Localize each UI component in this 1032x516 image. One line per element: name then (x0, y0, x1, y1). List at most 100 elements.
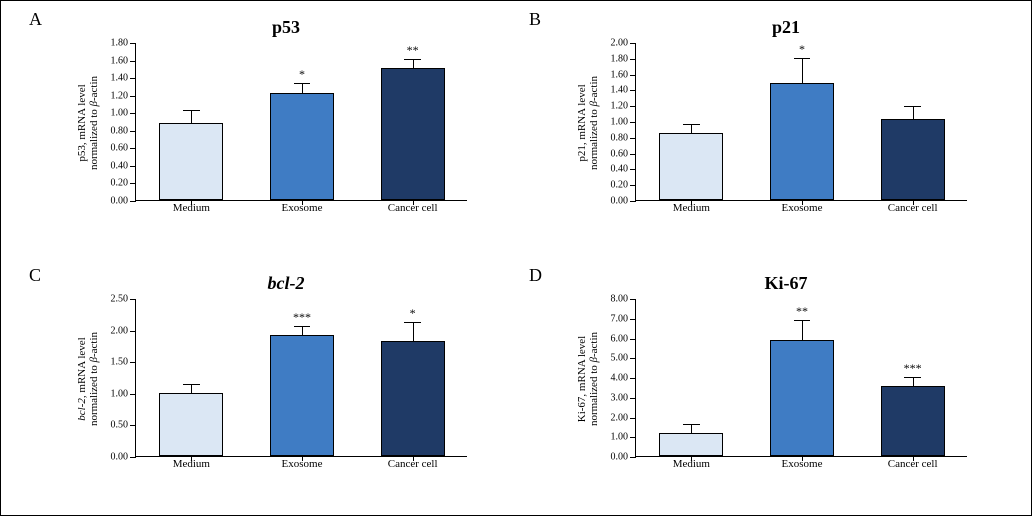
y-tick-label: 6.00 (611, 333, 629, 344)
error-cap (904, 106, 921, 107)
y-tick-label: 1.60 (611, 69, 629, 80)
error-bar (413, 323, 414, 341)
plot-area: 0.001.002.003.004.005.006.007.008.00Medi… (635, 299, 967, 457)
y-tick (630, 75, 636, 76)
y-tick (630, 398, 636, 399)
y-tick (130, 96, 136, 97)
panel-label: B (529, 9, 541, 30)
error-bar (413, 60, 414, 69)
bar (159, 393, 223, 456)
bar (270, 93, 334, 200)
y-tick-label: 0.00 (611, 196, 629, 207)
y-tick (130, 166, 136, 167)
significance-mark: * (799, 42, 805, 57)
y-tick (130, 362, 136, 363)
error-bar (913, 378, 914, 386)
y-tick (130, 183, 136, 184)
plot-area: 0.000.501.001.502.002.50Medium***Exosome… (135, 299, 467, 457)
x-tick-label: Cancer cell (888, 458, 938, 470)
y-tick-label: 1.60 (111, 55, 129, 66)
y-tick (130, 394, 136, 395)
y-tick-label: 1.20 (111, 90, 129, 101)
bar (381, 68, 445, 200)
y-tick (630, 138, 636, 139)
significance-mark: * (299, 67, 305, 82)
chart: p21p21, mRNA levelnormalized to β-actin0… (601, 23, 971, 223)
y-tick (630, 90, 636, 91)
error-cap (294, 83, 311, 84)
y-tick-label: 1.20 (611, 101, 629, 112)
bar (159, 123, 223, 200)
plot-area: 0.000.200.400.600.801.001.201.401.601.80… (135, 43, 467, 201)
y-tick (130, 43, 136, 44)
y-tick-label: 1.40 (611, 85, 629, 96)
y-tick-label: 2.50 (111, 294, 129, 305)
chart-title: bcl-2 (101, 273, 471, 294)
y-tick-label: 0.20 (111, 178, 129, 189)
y-tick-label: 2.00 (611, 38, 629, 49)
y-tick-label: 0.80 (111, 125, 129, 136)
y-tick-label: 0.40 (611, 164, 629, 175)
x-tick-label: Exosome (782, 202, 823, 214)
bar (881, 386, 945, 456)
y-tick-label: 2.00 (111, 325, 129, 336)
y-tick (630, 319, 636, 320)
x-tick-label: Exosome (282, 202, 323, 214)
y-tick (630, 358, 636, 359)
y-tick-label: 0.20 (611, 180, 629, 191)
y-tick (130, 299, 136, 300)
y-tick (630, 169, 636, 170)
bar (770, 83, 834, 200)
y-tick (630, 122, 636, 123)
y-tick (630, 59, 636, 60)
chart-title: p21 (601, 17, 971, 38)
significance-mark: ** (796, 304, 808, 319)
figure-root: Ap53p53, mRNA levelnormalized to β-actin… (0, 0, 1032, 516)
y-tick (130, 425, 136, 426)
bar (659, 433, 723, 456)
y-tick-label: 0.00 (111, 196, 129, 207)
y-axis-label: p21, mRNA levelnormalized to β-actin (576, 76, 600, 170)
error-bar (802, 59, 803, 83)
significance-mark: *** (293, 310, 311, 325)
y-tick (630, 106, 636, 107)
y-tick-label: 0.50 (111, 420, 129, 431)
chart: p53p53, mRNA levelnormalized to β-actin0… (101, 23, 471, 223)
y-axis-label: bcl-2, mRNA levelnormalized to β-actin (76, 332, 100, 426)
bar (770, 340, 834, 456)
error-bar (913, 107, 914, 119)
error-cap (404, 322, 421, 323)
panel-D: DKi-67Ki-67, mRNA levelnormalized to β-a… (521, 263, 1001, 503)
y-tick-label: 4.00 (611, 373, 629, 384)
y-tick (630, 43, 636, 44)
y-tick-label: 8.00 (611, 294, 629, 305)
error-bar (691, 425, 692, 433)
panel-B: Bp21p21, mRNA levelnormalized to β-actin… (521, 7, 1001, 247)
y-tick (130, 331, 136, 332)
y-tick-label: 1.50 (111, 357, 129, 368)
panel-label: D (529, 265, 542, 286)
error-cap (683, 124, 700, 125)
y-tick (630, 418, 636, 419)
error-cap (183, 110, 200, 111)
chart: bcl-2bcl-2, mRNA levelnormalized to β-ac… (101, 279, 471, 479)
y-tick (630, 437, 636, 438)
error-bar (802, 321, 803, 341)
error-cap (183, 384, 200, 385)
chart-title: p53 (101, 17, 471, 38)
y-tick-label: 1.00 (611, 432, 629, 443)
y-tick-label: 1.00 (111, 388, 129, 399)
y-tick-label: 0.60 (111, 143, 129, 154)
y-tick-label: 3.00 (611, 392, 629, 403)
panel-label: C (29, 265, 41, 286)
y-tick-label: 0.00 (611, 452, 629, 463)
error-cap (794, 58, 811, 59)
y-tick-label: 1.40 (111, 73, 129, 84)
x-tick-label: Medium (173, 458, 210, 470)
y-tick (130, 131, 136, 132)
x-tick-label: Cancer cell (888, 202, 938, 214)
y-tick (130, 457, 136, 458)
error-cap (404, 59, 421, 60)
significance-mark: * (410, 306, 416, 321)
y-tick-label: 5.00 (611, 353, 629, 364)
